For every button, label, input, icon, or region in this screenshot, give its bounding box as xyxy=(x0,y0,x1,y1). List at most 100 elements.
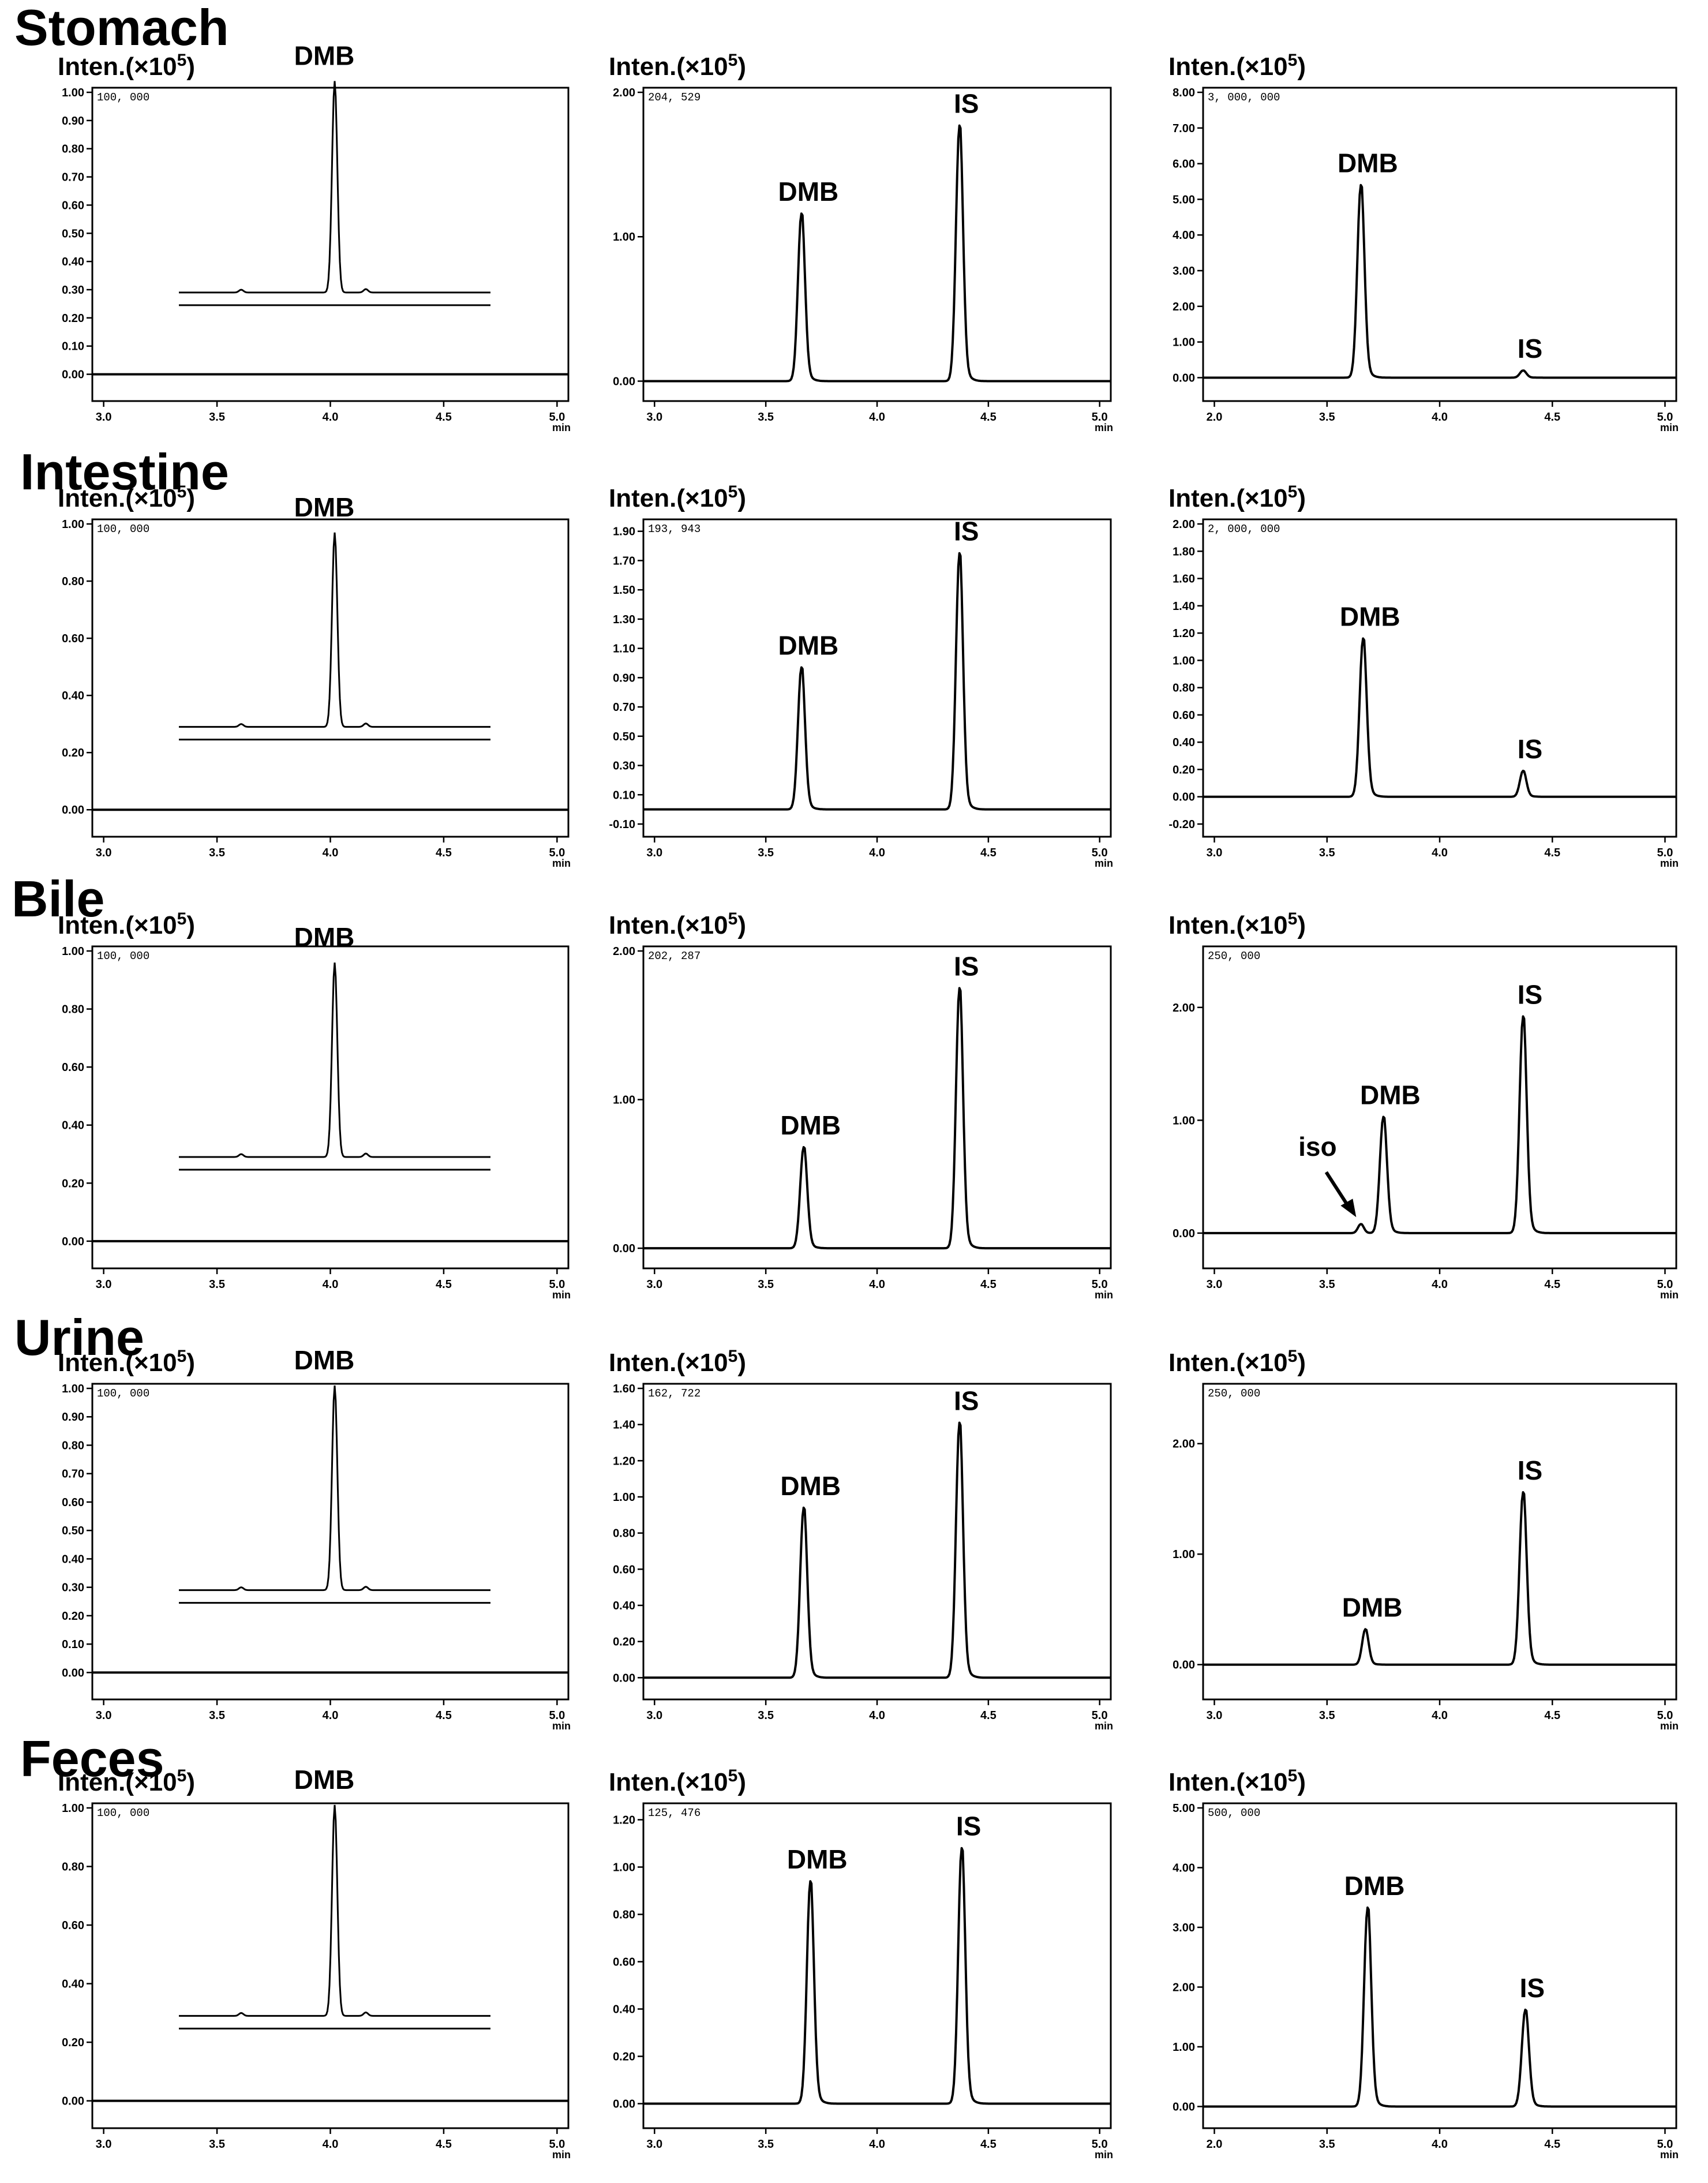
x-tick-label: 5.0 xyxy=(549,1709,565,1722)
y-tick-label: 1.00 xyxy=(613,231,635,244)
x-tick-label: 4.5 xyxy=(980,411,997,424)
x-tick-label: 5.0 xyxy=(1657,847,1673,859)
x-unit-label: min xyxy=(552,858,571,869)
peak-label: IS xyxy=(956,1811,981,1841)
y-tick-label: 0.40 xyxy=(62,690,84,702)
peak-label: DMB xyxy=(1344,1871,1405,1901)
x-tick-label: 5.0 xyxy=(1092,2138,1108,2151)
y-tick-label: 0.00 xyxy=(1173,2100,1195,2113)
x-tick-label: 5.0 xyxy=(1657,2138,1673,2151)
plot-frame xyxy=(1202,945,1677,1270)
y-tick-label: 0.20 xyxy=(613,1636,635,1649)
y-tick-label: 0.40 xyxy=(62,1553,84,1566)
y-tick-label: 1.40 xyxy=(613,1419,635,1432)
y-tick-label: 0.00 xyxy=(613,375,635,388)
x-unit-label: min xyxy=(1095,2149,1113,2160)
peak-label: DMB xyxy=(787,1844,848,1874)
x-tick-label: 3.0 xyxy=(1207,1278,1223,1291)
y-tick-label: 1.00 xyxy=(62,1383,84,1395)
x-tick-label: 3.5 xyxy=(1319,411,1335,424)
max-intensity-label: 100, 000 xyxy=(97,1807,149,1819)
x-tick-label: 4.0 xyxy=(869,1278,885,1291)
chromatogram-trace xyxy=(1203,1906,1676,2108)
plot-frame xyxy=(642,1802,1112,2129)
x-tick-label: 4.0 xyxy=(323,2138,339,2151)
x-tick-label: 3.5 xyxy=(1319,847,1335,859)
peak-label: IS xyxy=(954,516,979,546)
inset-trace xyxy=(179,962,490,1158)
peak-label: DMB xyxy=(294,492,355,522)
y-tick-label: 1.70 xyxy=(613,555,635,567)
y-tick-label: 1.80 xyxy=(1173,545,1195,558)
x-tick-label: 4.5 xyxy=(980,1278,997,1291)
y-tick-label: 0.20 xyxy=(62,2036,84,2049)
max-intensity-label: 193, 943 xyxy=(648,523,701,536)
y-tick-label: 1.00 xyxy=(62,1802,84,1815)
peak-label: DMB xyxy=(778,631,838,661)
max-intensity-label: 100, 000 xyxy=(97,950,149,963)
y-tick-label: 1.00 xyxy=(62,945,84,958)
y-tick-label: 0.70 xyxy=(62,171,84,184)
x-tick-label: 3.0 xyxy=(96,1709,112,1722)
panel-stomach-3: Inten.(×105) 3, 000, 000 0.00 1.00 2.00 3.00 4… xyxy=(1168,51,1679,433)
y-axis-label: Inten.(×105) xyxy=(1168,482,1306,512)
x-tick-label: 5.0 xyxy=(1092,1278,1108,1291)
y-tick-label: 1.60 xyxy=(1173,573,1195,586)
x-unit-label: min xyxy=(1660,422,1679,433)
chromatogram-trace xyxy=(643,124,1111,383)
y-tick-label: 0.10 xyxy=(62,340,84,353)
y-axis-label: Inten.(×105) xyxy=(609,909,746,939)
peak-label: DMB xyxy=(294,922,355,952)
x-tick-label: 4.0 xyxy=(1432,1709,1448,1722)
x-tick-label: 3.0 xyxy=(96,411,112,424)
x-tick-label: 4.0 xyxy=(869,847,885,859)
max-intensity-label: 250, 000 xyxy=(1208,950,1260,963)
peak-label: DMB xyxy=(1338,148,1398,178)
peak-label: IS xyxy=(954,951,979,981)
peak-label: DMB xyxy=(1340,602,1400,632)
x-tick-label: 3.5 xyxy=(209,1709,225,1722)
chromatogram-trace xyxy=(643,1421,1111,1679)
peak-label: iso xyxy=(1298,1132,1336,1162)
y-tick-label: 0.70 xyxy=(613,701,635,714)
x-tick-label: 3.5 xyxy=(758,1278,774,1291)
y-tick-label: 1.00 xyxy=(1173,654,1195,667)
y-axis-label: Inten.(×105) xyxy=(58,909,195,939)
x-tick-label: 4.0 xyxy=(323,1709,339,1722)
y-axis-label: Inten.(×105) xyxy=(1168,51,1306,81)
x-tick-label: 4.5 xyxy=(436,2138,452,2151)
y-tick-label: 4.00 xyxy=(1173,229,1195,242)
x-tick-label: 3.0 xyxy=(646,1278,662,1291)
y-tick-label: 1.10 xyxy=(613,643,635,656)
max-intensity-label: 100, 000 xyxy=(97,91,149,104)
chromatogram-trace xyxy=(1203,1491,1676,1666)
plot-frame xyxy=(642,87,1112,402)
y-tick-label: 5.00 xyxy=(1173,193,1195,206)
peak-label: DMB xyxy=(294,1765,355,1795)
x-tick-label: 4.0 xyxy=(1432,2138,1448,2151)
y-tick-label: 0.80 xyxy=(62,1861,84,1874)
y-tick-label: 0.50 xyxy=(62,227,84,240)
x-unit-label: min xyxy=(552,1289,571,1301)
panel-urine-3: Inten.(×105) 250, 000 0.00 1.00 2.00 3.0 3.5 4.… xyxy=(1168,1347,1679,1732)
y-tick-label: 0.20 xyxy=(62,1177,84,1190)
max-intensity-label: 202, 287 xyxy=(648,950,701,963)
x-tick-label: 4.5 xyxy=(436,411,452,424)
x-tick-label: 3.5 xyxy=(209,847,225,859)
y-tick-label: 1.50 xyxy=(613,584,635,597)
y-tick-label: 0.90 xyxy=(62,115,84,128)
chromatogram-trace xyxy=(1203,637,1676,798)
x-tick-label: 3.0 xyxy=(646,847,662,859)
x-tick-label: 4.0 xyxy=(869,1709,885,1722)
y-tick-label: 0.20 xyxy=(62,312,84,325)
x-tick-label: 3.0 xyxy=(646,2138,662,2151)
x-tick-label: 4.0 xyxy=(323,411,339,424)
x-unit-label: min xyxy=(1660,858,1679,869)
x-tick-label: 3.0 xyxy=(646,411,662,424)
x-tick-label: 4.5 xyxy=(980,847,997,859)
y-tick-label: 2.00 xyxy=(613,945,635,958)
x-tick-label: 3.5 xyxy=(1319,1278,1335,1291)
y-tick-label: 0.20 xyxy=(62,1610,84,1623)
y-tick-label: 1.00 xyxy=(613,1862,635,1874)
